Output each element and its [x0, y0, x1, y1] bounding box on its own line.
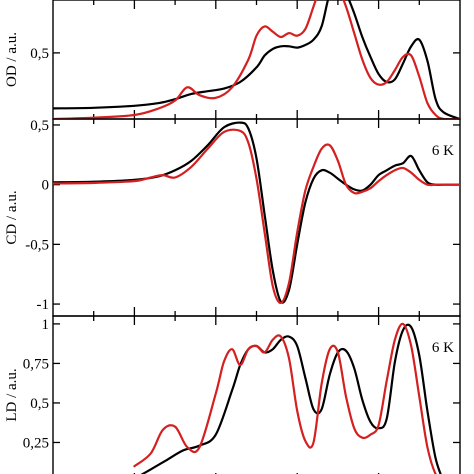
cd-y-axis-label: CD / a.u. [4, 190, 20, 244]
od-series-line-red [53, 0, 460, 119]
ld-series-line-black [140, 323, 442, 474]
ld-y-axis-label: LD / a.u. [4, 368, 20, 421]
cd-frame [52, 118, 461, 317]
ld-temperature-label: 6 K [432, 340, 454, 356]
cd-y-tick-label: -1 [37, 297, 50, 313]
ld-series-line-red [133, 322, 437, 474]
od-y-tick-label: 0,5 [30, 46, 49, 62]
cd-y-tick-label: 0 [42, 178, 50, 194]
ld-y-tick-label: 0,75 [23, 356, 49, 372]
od-panel: 0,5 OD / a.u. [4, 0, 461, 120]
cd-temperature-label: 6 K [432, 143, 454, 159]
ld-y-tick-label: 1 [42, 317, 50, 333]
cd-series-line-red [53, 128, 460, 304]
cd-panel: 0,5 0 -0,5 -1 CD / a.u. 6 K [4, 118, 461, 317]
cd-y-tick-label: 0,5 [30, 118, 49, 134]
od-frame [52, 0, 461, 120]
cd-y-tick-label: -0,5 [25, 237, 49, 253]
cd-series-line-black [53, 121, 460, 304]
od-series-line-black [53, 0, 460, 119]
ld-y-tick-label: 0,5 [30, 396, 49, 412]
od-y-axis-label: OD / a.u. [4, 32, 20, 87]
ld-y-tick-label: 0,25 [23, 435, 49, 451]
